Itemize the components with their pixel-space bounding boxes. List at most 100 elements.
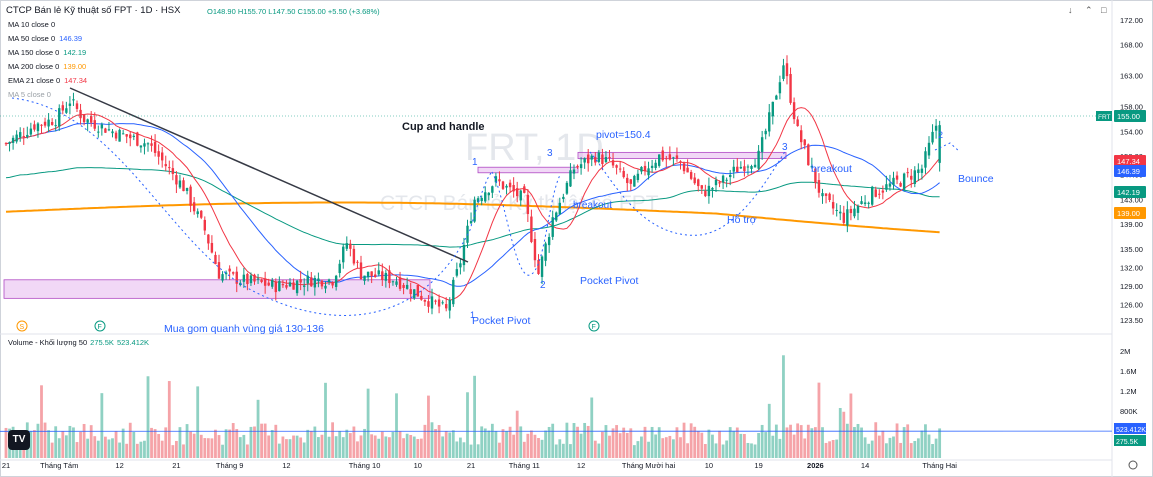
volume-bar: [906, 424, 910, 458]
chevron-up-icon[interactable]: ⌃: [1085, 5, 1093, 15]
volume-bar: [934, 438, 938, 458]
expand-icon[interactable]: □: [1101, 5, 1107, 15]
volume-bar: [643, 426, 647, 458]
volume-tick-label: 2M: [1120, 347, 1130, 356]
candle-body: [917, 169, 920, 174]
price-tick-label: 132.00: [1120, 263, 1143, 272]
candle-body: [182, 180, 185, 192]
indicator-ma150[interactable]: MA 150 close 0 142.19: [8, 48, 87, 57]
volume-bar: [544, 430, 547, 458]
time-tick-label: 10: [414, 461, 422, 470]
candle-body: [235, 271, 238, 284]
price-tick-label: 139.00: [1120, 220, 1143, 229]
candle-body: [750, 166, 753, 169]
volume-bar: [799, 425, 803, 458]
zone-accumulation: [3, 279, 431, 299]
candle-body: [626, 177, 629, 184]
candle-body: [562, 196, 565, 199]
volume-bar: [327, 436, 331, 458]
volume-legend[interactable]: Volume - Khối lượng 50 275.5K 523.412K: [8, 338, 150, 347]
time-tick-label: 21: [2, 461, 10, 470]
volume-bar: [267, 435, 271, 458]
candle-body: [565, 182, 569, 194]
candle-body: [590, 155, 593, 160]
volume-bar: [345, 429, 349, 458]
volume-bar: [192, 433, 196, 458]
candle-body: [334, 275, 338, 287]
volume-bar: [86, 438, 90, 458]
candle-body: [246, 273, 249, 285]
candle-body: [161, 152, 164, 161]
watermark-name: CTCP Bán lẻ Kỹ thuật số FPT: [380, 192, 659, 215]
volume-bar: [82, 423, 86, 458]
candle-body: [61, 105, 64, 111]
volume-bar: [920, 430, 924, 458]
candle-body: [526, 194, 530, 215]
candle-body: [682, 163, 686, 172]
volume-bar: [664, 437, 668, 458]
indicator-ma200[interactable]: MA 200 close 0 139.00: [8, 62, 87, 71]
volume-bar: [412, 436, 416, 458]
volume-bar: [657, 427, 661, 458]
candle-body: [608, 156, 611, 158]
volume-bar: [647, 441, 650, 458]
candle-body: [768, 112, 771, 132]
volume-bar: [466, 392, 469, 458]
volume-bar: [494, 431, 498, 458]
candle-body: [4, 143, 8, 145]
candle-body: [437, 299, 441, 307]
candle-body: [8, 142, 11, 144]
volume-bar: [608, 435, 611, 458]
volume-bar: [341, 437, 345, 458]
candle-body: [835, 209, 838, 211]
time-tick-label: 10: [705, 461, 713, 470]
candle-body: [707, 185, 711, 197]
candle-body: [871, 186, 874, 205]
volume-bar: [913, 440, 917, 458]
indicator-ma50[interactable]: MA 50 close 0 146.39: [8, 34, 83, 43]
volume-bar: [153, 429, 157, 458]
candle-body: [214, 254, 217, 265]
volume-tick-label: 800K: [1120, 407, 1138, 416]
volume-bar: [714, 443, 718, 458]
candle-body: [50, 122, 54, 125]
volume-bar: [877, 435, 881, 458]
volume-bar: [409, 434, 413, 458]
candle-body: [803, 139, 806, 146]
time-tick-label: 14: [861, 461, 869, 470]
volume-bar: [57, 438, 61, 458]
candle-body: [345, 243, 348, 249]
volume-bar: [402, 438, 405, 458]
volume-bar: [554, 444, 558, 458]
candle-body: [416, 284, 419, 297]
candle-body: [679, 161, 682, 163]
candle-body: [263, 278, 267, 286]
volume-bar: [206, 438, 210, 458]
symbol-title[interactable]: CTCP Bán lẻ Kỹ thuật số FPT · 1D · HSX: [6, 5, 181, 16]
candle-body: [817, 180, 821, 193]
volume-bar: [824, 442, 828, 458]
candle-body: [523, 186, 526, 193]
volume-bar: [270, 429, 274, 458]
candle-body: [867, 202, 870, 204]
candle-body: [295, 280, 299, 294]
volume-bar: [373, 435, 377, 458]
volume-bar: [650, 426, 654, 458]
volume-bar: [309, 430, 313, 458]
indicator-ema21[interactable]: EMA 21 close 0 147.34: [8, 76, 88, 85]
candle-body: [512, 185, 515, 192]
candle-body: [374, 274, 377, 278]
down-arrow-icon[interactable]: ↓: [1068, 5, 1073, 15]
candle-body: [317, 278, 320, 282]
indicator-ma5[interactable]: MA 5 close 0: [8, 90, 51, 99]
zone-cup-rim: [477, 166, 579, 174]
candle-body: [888, 183, 892, 187]
candle-body: [792, 102, 796, 120]
price-tag-symbol: FRT: [1098, 114, 1111, 121]
candle-body: [352, 248, 356, 264]
indicator-ma10[interactable]: MA 10 close 0: [8, 20, 56, 29]
candle-body: [72, 99, 75, 101]
price-tick-label: 143.00: [1120, 195, 1143, 204]
volume-bar: [806, 424, 810, 458]
